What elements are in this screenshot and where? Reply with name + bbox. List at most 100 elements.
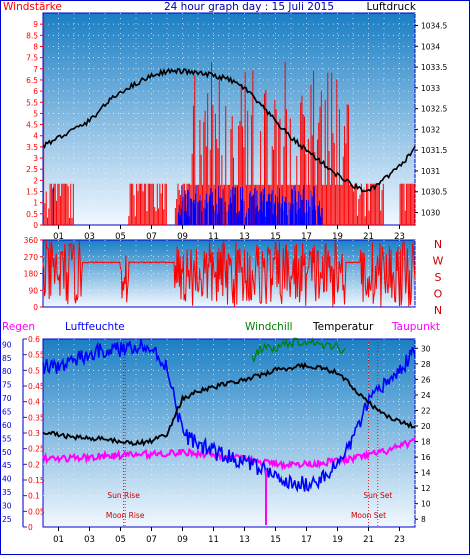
compass-letter: O bbox=[434, 288, 443, 301]
wind-tick-label: 7 bbox=[33, 65, 38, 74]
humidity-tick-label: 75 bbox=[2, 381, 12, 390]
rain-tick-label: 0.35 bbox=[28, 413, 45, 422]
temperature-ticks: 8 10 12 14 16 18 20 22 24 26 28 30 bbox=[415, 344, 431, 524]
rain-ticks: 0 0.05 0.1 0.15 0.2 0.25 0.3 0.35 0.4 0.45 0.5 0.55… bbox=[23, 335, 45, 532]
time-tick-label: 13 bbox=[239, 535, 250, 545]
pressure-tick-label: 1034.5 bbox=[421, 21, 447, 30]
time-tick-label: 11 bbox=[208, 535, 219, 545]
rain-tick-label: 0.2 bbox=[28, 460, 40, 469]
wind-tick-label: 1.5 bbox=[26, 188, 38, 197]
compass-letter: N bbox=[434, 304, 442, 317]
temperature-tick-label: 14 bbox=[421, 469, 431, 478]
time-tick-label: 07 bbox=[146, 535, 157, 545]
humidity-tick-label: 80 bbox=[2, 367, 12, 376]
rain-axis-label: Regen bbox=[2, 321, 35, 333]
sun-moon-markers: Sun Rise Moon Rise Sun Set Moon Set bbox=[106, 339, 392, 527]
time-tick-label: 19 bbox=[332, 232, 343, 242]
wind-tick-label: 3.5 bbox=[26, 143, 38, 152]
pressure-tick-label: 1031.5 bbox=[421, 146, 447, 155]
rain-tick-label: 0.3 bbox=[28, 429, 40, 438]
humidity-tick-label: 30 bbox=[2, 502, 12, 511]
time-ticks-wind: 01 03 05 07 09 11 13 15 17 19 21 23 bbox=[53, 225, 405, 242]
wind-tick-label: 8 bbox=[33, 42, 38, 51]
temperature-tick-label: 22 bbox=[421, 406, 431, 415]
direction-tick-label: 270 bbox=[24, 253, 39, 262]
wind-tick-label: 7.5 bbox=[26, 54, 38, 63]
time-tick-label: 03 bbox=[84, 232, 95, 242]
temperature-tick-label: 30 bbox=[421, 344, 431, 353]
wind-tick-label: 2.5 bbox=[26, 165, 38, 174]
time-tick-label: 01 bbox=[53, 535, 64, 545]
chart-title: 24 hour graph day : 15 Juli 2015 bbox=[164, 1, 334, 13]
time-tick-label: 17 bbox=[301, 232, 312, 242]
panel-wind: 0 0.5 1 1.5 2 2.5 3 3.5 4 4.5 5 5.5 6 6.5 7 7.5 8 8.5 9 10… bbox=[26, 12, 447, 242]
wind-direction-line bbox=[42, 240, 416, 307]
time-tick-label: 15 bbox=[270, 232, 281, 242]
wind-tick-label: 6.5 bbox=[26, 76, 38, 85]
humidity-tick-label: 70 bbox=[2, 394, 12, 403]
time-tick-label: 07 bbox=[146, 232, 157, 242]
wind-tick-label: 8.5 bbox=[26, 31, 38, 40]
wind-tick-label: 5 bbox=[33, 109, 38, 118]
compass-letter: S bbox=[435, 271, 442, 284]
wind-tick-label: 2 bbox=[33, 176, 38, 185]
time-tick-label: 23 bbox=[394, 535, 405, 545]
temperature-tick-label: 18 bbox=[421, 438, 431, 447]
temperature-tick-label: 26 bbox=[421, 375, 431, 384]
pressure-ticks: 1030 1030.5 1031 1031.5 1032 1032.5 1033 1033.5… bbox=[415, 21, 447, 218]
rain-tick-label: 0 bbox=[28, 523, 33, 532]
time-tick-label: 21 bbox=[363, 535, 374, 545]
time-tick-label: 11 bbox=[208, 232, 219, 242]
temperature-tick-label: 10 bbox=[421, 500, 431, 509]
panel-direction-grid bbox=[43, 240, 416, 307]
rain-tick-label: 0.05 bbox=[28, 507, 45, 516]
rain-tick-label: 0.1 bbox=[28, 492, 40, 501]
humidity-tick-label: 35 bbox=[2, 488, 12, 497]
temperature-tick-label: 28 bbox=[421, 360, 431, 369]
panel-temperature: Sun Rise Moon Rise Sun Set Moon Set 0 0.05 0.… bbox=[2, 335, 431, 545]
temperature-tick-label: 20 bbox=[421, 422, 431, 431]
direction-ticks: 0 90 180 270 360 bbox=[24, 236, 43, 312]
pressure-tick-label: 1031 bbox=[421, 167, 440, 176]
humidity-tick-label: 25 bbox=[2, 515, 12, 524]
time-ticks-temperature: 01 03 05 07 09 11 13 15 17 19 21 23 bbox=[53, 527, 405, 545]
humidity-tick-label: 90 bbox=[2, 340, 12, 349]
time-tick-label: 21 bbox=[363, 232, 374, 242]
pressure-line bbox=[42, 67, 416, 193]
wind-tick-label: 1 bbox=[33, 199, 38, 208]
humidity-tick-label: 50 bbox=[2, 448, 12, 457]
time-tick-label: 17 bbox=[301, 535, 312, 545]
humidity-tick-label: 65 bbox=[2, 408, 12, 417]
humidity-tick-label: 40 bbox=[2, 475, 12, 484]
pressure-tick-label: 1032 bbox=[421, 125, 440, 134]
humidity-tick-label: 60 bbox=[2, 421, 12, 430]
time-tick-label: 05 bbox=[115, 232, 126, 242]
wind-tick-label: 0 bbox=[33, 221, 38, 230]
rain-tick-label: 0.45 bbox=[28, 382, 45, 391]
rain-tick-label: 0.55 bbox=[28, 351, 45, 360]
time-tick-label: 13 bbox=[239, 232, 250, 242]
temperature-tick-label: 8 bbox=[421, 515, 426, 524]
moon-rise-label: Moon Rise bbox=[106, 511, 145, 520]
rain-tick-label: 0.4 bbox=[28, 398, 40, 407]
wind-tick-label: 3 bbox=[33, 154, 38, 163]
time-tick-label: 19 bbox=[332, 535, 343, 545]
humidity-tick-label: 55 bbox=[2, 434, 12, 443]
time-tick-label: 03 bbox=[84, 535, 95, 545]
humidity-line bbox=[42, 339, 416, 493]
time-tick-label: 15 bbox=[270, 535, 281, 545]
moon-set-label: Moon Set bbox=[351, 511, 386, 520]
pressure-axis-label: Luftdruck bbox=[367, 1, 417, 13]
humidity-ticks: 25 30 35 40 45 50 55 60 65 70 75 80 85 90 bbox=[2, 340, 12, 524]
wind-tick-label: 9 bbox=[33, 20, 38, 29]
wind-tick-label: 4 bbox=[33, 132, 38, 141]
panel-wind-grid bbox=[43, 13, 416, 225]
temperature-tick-label: 12 bbox=[421, 484, 431, 493]
pressure-tick-label: 1030 bbox=[421, 209, 440, 218]
gust-bars bbox=[52, 185, 323, 225]
pressure-tick-label: 1033.5 bbox=[421, 63, 447, 72]
pressure-tick-label: 1030.5 bbox=[421, 188, 447, 197]
